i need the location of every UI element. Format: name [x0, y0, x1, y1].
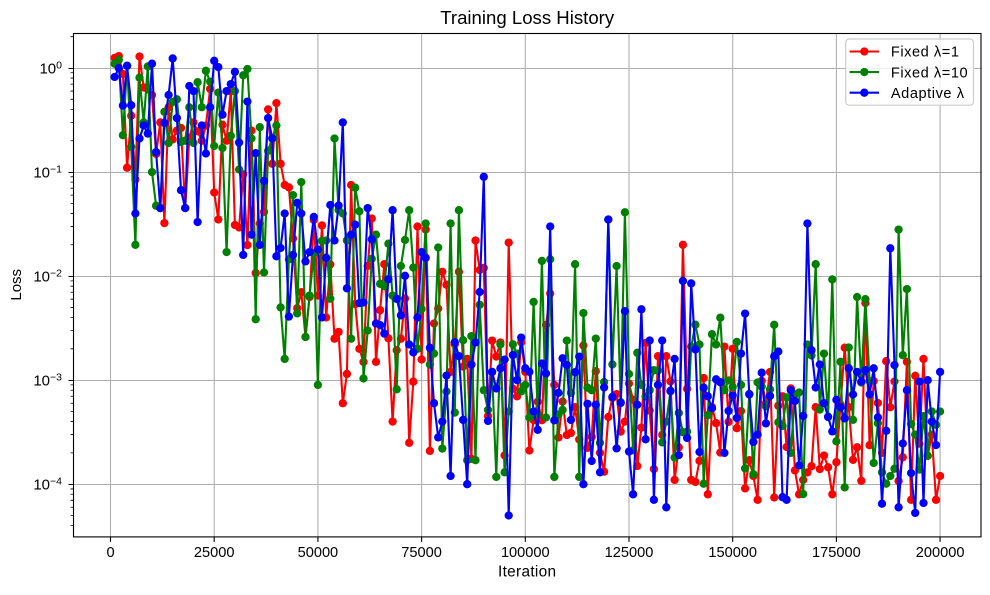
svg-text:Training Loss History: Training Loss History — [440, 7, 615, 28]
svg-text:25000: 25000 — [194, 545, 235, 561]
svg-text:0: 0 — [106, 545, 114, 561]
svg-text:100000: 100000 — [501, 545, 550, 561]
svg-text:Fixed λ=10: Fixed λ=10 — [891, 65, 968, 81]
svg-text:Adaptive λ: Adaptive λ — [891, 86, 965, 102]
svg-text:Loss: Loss — [8, 269, 25, 301]
svg-text:125000: 125000 — [605, 545, 654, 561]
svg-text:150000: 150000 — [708, 545, 757, 561]
svg-text:75000: 75000 — [401, 545, 442, 561]
svg-text:200000: 200000 — [916, 545, 965, 561]
svg-text:50000: 50000 — [298, 545, 339, 561]
svg-text:Iteration: Iteration — [498, 563, 556, 580]
svg-text:175000: 175000 — [812, 545, 861, 561]
svg-text:Fixed λ=1: Fixed λ=1 — [891, 45, 960, 61]
